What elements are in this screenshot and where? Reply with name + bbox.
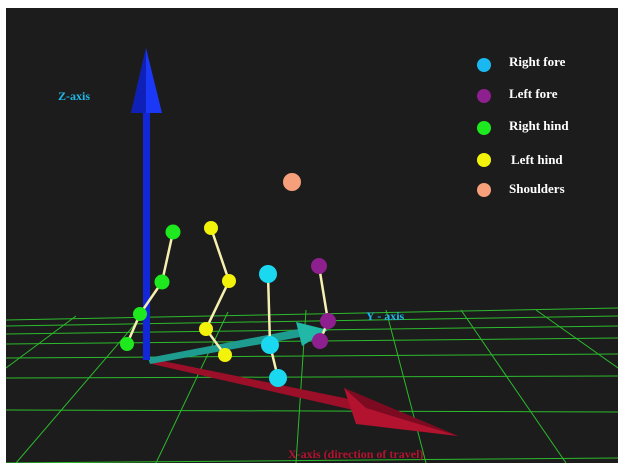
legend-label: Right hind: [509, 118, 569, 133]
legend: Right fore Left fore Right hind Left hin…: [477, 54, 569, 197]
left-hind-markers: [199, 221, 236, 362]
legend-label: Left hind: [511, 152, 563, 167]
legend-swatch: [477, 58, 491, 72]
left-fore-markers: [311, 258, 336, 349]
x-axis: [148, 358, 458, 436]
right-hind-marker: [133, 307, 147, 321]
legend-item-left-hind: Left hind: [477, 152, 563, 167]
right-fore-marker: [259, 265, 277, 283]
left-hind-marker: [204, 221, 218, 235]
legend-label: Shoulders: [509, 181, 565, 196]
ground-grid: [6, 307, 618, 463]
z-axis-label: Z-axis: [58, 89, 90, 103]
legend-item-left-fore: Left fore: [477, 86, 558, 103]
legend-swatch: [477, 183, 491, 197]
legend-label: Right fore: [509, 54, 566, 69]
right-hind-marker: [120, 337, 134, 351]
legend-item-right-fore: Right fore: [477, 54, 566, 72]
left-hind-marker: [222, 274, 236, 288]
legend-item-right-hind: Right hind: [477, 118, 569, 135]
left-fore-marker: [320, 313, 336, 329]
legend-swatch: [477, 121, 491, 135]
right-hind-marker: [165, 224, 181, 240]
legend-swatch: [477, 153, 491, 167]
legend-label: Left fore: [509, 86, 558, 101]
x-axis-label: X-axis (direction of travel): [288, 447, 423, 461]
shoulder-marker: [283, 173, 301, 191]
skeleton-diagram: Z-axis Y - axis X-axis (direction of tra…: [6, 48, 618, 463]
right-fore-marker: [261, 336, 279, 354]
right-fore-marker: [269, 369, 287, 387]
right-hind-markers: [120, 224, 181, 351]
left-hind-marker: [199, 322, 213, 336]
left-hind-marker: [218, 348, 232, 362]
3d-viewport: Z-axis Y - axis X-axis (direction of tra…: [6, 8, 618, 463]
y-axis: [148, 322, 328, 364]
left-fore-marker: [311, 258, 327, 274]
right-hind-marker: [154, 274, 170, 290]
z-axis: [131, 48, 162, 360]
legend-item-shoulders: Shoulders: [477, 181, 565, 197]
y-axis-label: Y - axis: [366, 309, 405, 323]
legend-swatch: [477, 89, 491, 103]
left-fore-marker: [312, 333, 328, 349]
right-fore-markers: [259, 265, 287, 387]
